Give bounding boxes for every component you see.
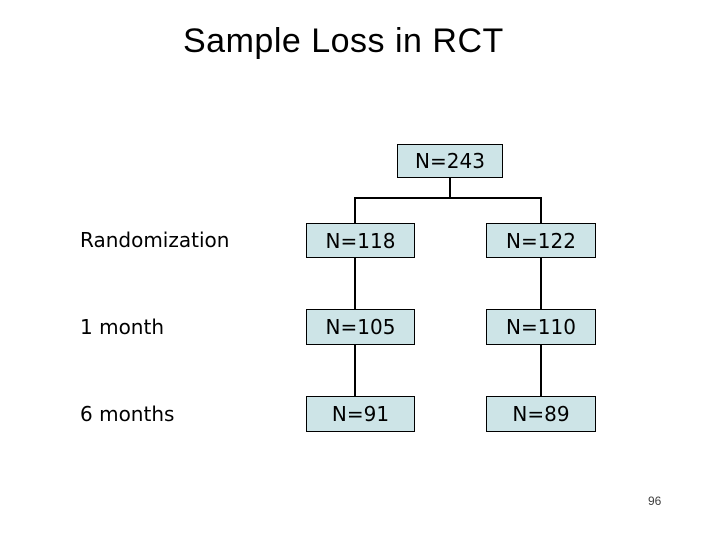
connector-arm1-rand-to-1month (354, 258, 356, 309)
connector-arm2-drop (540, 197, 542, 223)
flow-node-arm2-6months: N=89 (486, 396, 596, 432)
connector-arm1-drop (354, 197, 356, 223)
flow-node-total-sample: N=243 (397, 144, 503, 178)
page-number: 96 (648, 494, 662, 508)
stage-label-6-months: 6 months (80, 402, 175, 426)
stage-label-1-month: 1 month (80, 315, 164, 339)
flow-node-arm1-randomization: N=118 (306, 223, 415, 258)
connector-arm1-1month-to-6months (354, 345, 356, 396)
connector-root-stem (449, 178, 451, 198)
connector-branch-horizontal (354, 197, 541, 199)
connector-arm2-1month-to-6months (540, 345, 542, 396)
stage-label-randomization: Randomization (80, 228, 230, 252)
connector-arm2-rand-to-1month (540, 258, 542, 309)
flow-node-arm1-1month: N=105 (306, 309, 415, 345)
flow-node-arm2-1month: N=110 (486, 309, 596, 345)
flow-node-arm1-6months: N=91 (306, 396, 415, 432)
page-title: Sample Loss in RCT (183, 22, 504, 60)
flow-node-arm2-randomization: N=122 (486, 223, 596, 258)
